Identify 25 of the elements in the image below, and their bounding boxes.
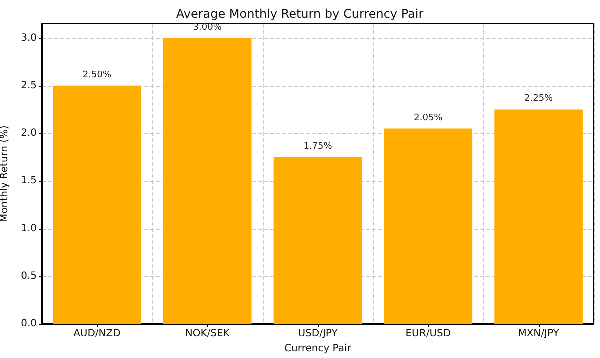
bar xyxy=(163,38,252,324)
y-tick-label: 1.5 xyxy=(21,176,37,187)
x-tick-label: MXN/JPY xyxy=(518,328,560,340)
data-label: 2.25% xyxy=(524,94,554,104)
y-tick-label: 0.5 xyxy=(21,270,37,282)
y-tick-label: 2.0 xyxy=(21,128,37,140)
data-label: 3.00% xyxy=(193,22,222,33)
chart-title: Average Monthly Return by Currency Pair xyxy=(176,7,424,21)
bar xyxy=(274,157,362,324)
data-label: 1.75% xyxy=(304,142,333,152)
bar xyxy=(53,86,142,324)
x-tick-label: EUR/USD xyxy=(406,328,452,340)
y-axis-title: Monthly Return (%) xyxy=(0,125,11,222)
y-tick-label: 3.0 xyxy=(21,32,37,44)
y-tick-label: 2.5 xyxy=(21,80,37,92)
bar xyxy=(384,128,473,324)
data-label: 2.50% xyxy=(82,70,112,80)
data-label: 2.05% xyxy=(414,113,444,124)
y-tick-label: 1.0 xyxy=(21,223,37,234)
x-tick-label: NOK/SEK xyxy=(185,328,230,340)
x-axis-title: Currency Pair xyxy=(284,343,352,354)
y-tick-label: 0.0 xyxy=(21,318,37,330)
x-tick-label: AUD/NZD xyxy=(74,328,122,340)
bar xyxy=(494,110,583,324)
x-tick-label: USD/JPY xyxy=(298,328,339,340)
